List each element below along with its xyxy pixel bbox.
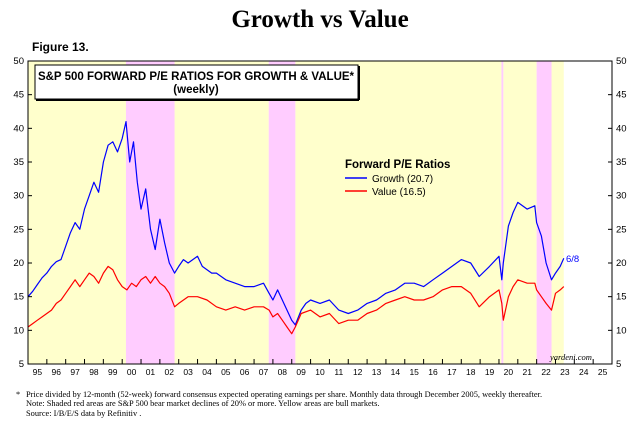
- x-tick-label: 12: [353, 367, 363, 377]
- legend-value-label: Value (16.5): [372, 187, 426, 198]
- y-tick-label-right: 5: [616, 359, 621, 370]
- x-tick-label: 01: [146, 367, 156, 377]
- x-tick-label: 22: [541, 367, 551, 377]
- y-tick-label-left: 10: [13, 325, 24, 336]
- bull-market-band: [295, 61, 502, 364]
- growth-series-line: [27, 120, 565, 326]
- x-tick-label: 99: [108, 367, 118, 377]
- bull-market-band: [28, 61, 126, 364]
- x-tick-label: 19: [485, 367, 495, 377]
- x-tick-label: 14: [391, 367, 401, 377]
- bear-market-band: [501, 61, 504, 364]
- figure-label: Figure 13.: [32, 40, 89, 54]
- x-tick-label: 20: [504, 367, 514, 377]
- bear-market-band: [125, 61, 175, 364]
- page-title: Growth vs Value: [231, 6, 409, 33]
- x-tick-label: 06: [240, 367, 250, 377]
- plot-frame: [27, 60, 613, 365]
- y-tick-label-left: 40: [13, 123, 24, 134]
- y-tick-label-left: 30: [13, 191, 24, 202]
- x-tick-label: 09: [296, 367, 306, 377]
- y-tick-label-right: 10: [616, 325, 627, 336]
- x-tick-label: 02: [165, 367, 175, 377]
- chart-title: S&P 500 FORWARD P/E RATIOS FOR GROWTH & …: [38, 71, 355, 83]
- y-tick-label-left: 20: [13, 258, 24, 269]
- bear-market-band: [536, 61, 552, 364]
- x-tick-label: 05: [221, 367, 231, 377]
- x-tick-label: 10: [315, 367, 325, 377]
- footnotes: * Price divided by 12-month (52-week) for…: [16, 390, 631, 418]
- yardeni-watermark: yardeni.com: [549, 352, 592, 362]
- x-tick-label: 04: [202, 367, 212, 377]
- x-tick-label: 13: [372, 367, 382, 377]
- bull-market-band: [551, 61, 564, 364]
- legend-title: Forward P/E Ratios: [345, 159, 450, 171]
- x-tick-label: 18: [466, 367, 476, 377]
- footnote-methodology: * Price divided by 12-month (52-week) for…: [16, 390, 543, 399]
- x-tick-label: 96: [52, 367, 62, 377]
- chart-subtitle: (weekly): [173, 84, 219, 96]
- y-tick-label-right: 40: [616, 123, 627, 134]
- y-tick-label-right: 50: [616, 56, 627, 67]
- x-tick-label: 97: [70, 367, 80, 377]
- pe-ratio-chart: 5 5 10 10 15 15 20 20 25 25 30 30 35 35 40 40 45 45 50 50 95…: [13, 56, 626, 377]
- x-tick-label: 98: [89, 367, 99, 377]
- y-tick-label-left: 25: [13, 224, 24, 235]
- axes: 5 5 10 10 15 15 20 20 25 25 30 30 35 35 40 40 45 45 50 50 95…: [13, 56, 626, 377]
- x-tick-label: 95: [33, 367, 43, 377]
- y-tick-label-right: 30: [616, 191, 627, 202]
- x-tick-label: 24: [579, 367, 589, 377]
- x-tick-label: 16: [428, 367, 438, 377]
- y-tick-label-left: 35: [13, 157, 24, 168]
- y-tick-label-left: 5: [19, 359, 24, 370]
- y-tick-label-right: 25: [616, 224, 627, 235]
- footnote-source: Source: I/B/E/S data by Refinitiv .: [26, 408, 142, 418]
- value-series-line: [27, 265, 565, 335]
- bear-market-band: [268, 61, 296, 364]
- x-tick-label: 23: [560, 367, 570, 377]
- x-tick-label: 17: [447, 367, 457, 377]
- y-tick-label-right: 20: [616, 258, 627, 269]
- footnote-shading: Note: Shaded red areas are S&P 500 bear …: [26, 399, 380, 409]
- bull-market-band: [174, 61, 269, 364]
- x-tick-label: 21: [522, 367, 532, 377]
- end-date-label: 6/8: [566, 254, 579, 265]
- x-tick-label: 15: [409, 367, 419, 377]
- footnote-star: *: [16, 390, 21, 399]
- x-tick-label: 03: [183, 367, 193, 377]
- bull-market-band: [503, 61, 537, 364]
- series-lines: [27, 120, 565, 335]
- x-tick-label: 07: [259, 367, 269, 377]
- y-tick-label-right: 45: [616, 90, 627, 101]
- market-regime-bands: [28, 61, 612, 364]
- y-tick-label-left: 50: [13, 56, 24, 67]
- y-tick-label-right: 15: [616, 292, 627, 303]
- y-tick-label-left: 45: [13, 90, 24, 101]
- x-tick-label: 00: [127, 367, 137, 377]
- legend-growth-label: Growth (20.7): [372, 174, 433, 185]
- x-tick-label: 08: [278, 367, 288, 377]
- x-tick-label: 25: [598, 367, 608, 377]
- y-tick-label-left: 15: [13, 292, 24, 303]
- x-tick-label: 11: [334, 367, 343, 377]
- y-tick-label-right: 35: [616, 157, 627, 168]
